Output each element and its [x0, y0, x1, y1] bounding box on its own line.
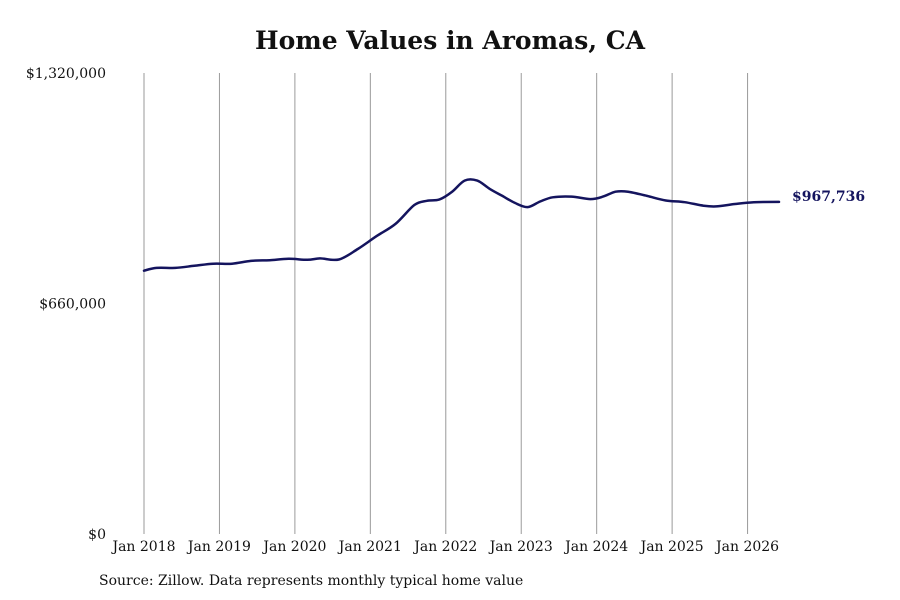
source-note: Source: Zillow. Data represents monthly … [99, 573, 524, 589]
x-tick-label: Jan 2018 [110, 539, 175, 555]
end-label-layer: $967,736 [792, 189, 865, 205]
x-tick-label: Jan 2025 [639, 539, 704, 555]
x-tick-label: Jan 2024 [563, 539, 628, 555]
y-tick-label: $0 [88, 527, 106, 543]
series-line-layer [142, 178, 781, 272]
x-tick-label: Jan 2023 [488, 539, 553, 555]
x-tick-label: Jan 2022 [412, 539, 477, 555]
x-tick-label: Jan 2019 [186, 539, 251, 555]
y-tick-label: $660,000 [39, 297, 106, 313]
x-axis-tick-labels: Jan 2018 Jan 2019 Jan 2020 Jan 2021 Jan 2022… [110, 539, 779, 555]
series-line [142, 178, 781, 272]
y-axis-tick-labels: $0 $660,000 $1,320,000 [26, 66, 106, 543]
x-tick-label: Jan 2021 [337, 539, 402, 555]
x-tick-label: Jan 2026 [714, 539, 779, 555]
vertical-gridlines [143, 73, 749, 534]
y-tick-label: $1,320,000 [26, 66, 106, 82]
end-value-label: $967,736 [792, 189, 865, 205]
x-tick-label: Jan 2020 [261, 539, 326, 555]
chart-title: Home Values in Aromas, CA [254, 26, 646, 55]
